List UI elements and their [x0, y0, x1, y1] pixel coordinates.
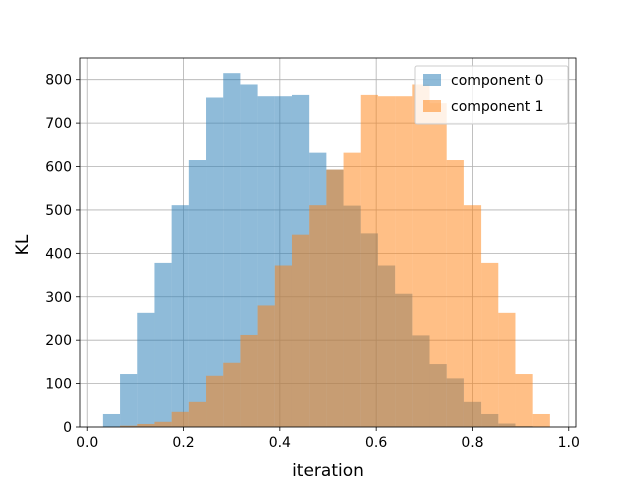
y-tick-label: 200: [45, 333, 72, 349]
plot-area: 0.0 0.2 0.4 0.6 0.8 1.0 0 100 200 300 400 500 600 700…: [45, 57, 580, 451]
legend-box: [414, 65, 569, 125]
histogram-bar: [188, 160, 207, 428]
histogram-bar: [137, 423, 155, 427]
axes-frame: [79, 57, 577, 428]
histogram-bar: [223, 362, 241, 427]
histogram-bar: [120, 374, 138, 427]
histogram-bar: [206, 375, 224, 427]
histogram-bar: [377, 96, 396, 427]
histogram-bar: [154, 262, 172, 427]
legend-swatch: [423, 100, 441, 112]
y-tick-label: 0: [63, 420, 72, 436]
y-tick-label: 300: [45, 290, 72, 306]
y-tick-label: 700: [45, 116, 72, 132]
histogram-bar: [274, 265, 292, 427]
histogram-bar: [309, 205, 327, 427]
histogram-bar: [188, 401, 207, 427]
histogram-bar: [137, 312, 155, 427]
legend: component 0 component 1: [414, 65, 569, 125]
histogram-bar: [171, 411, 189, 427]
histogram-bar: [120, 425, 138, 427]
x-tick-label: 0.6: [365, 435, 387, 451]
y-tick-label: 800: [45, 73, 72, 89]
x-tick-label: 0.8: [461, 435, 483, 451]
histogram-bar: [326, 169, 344, 427]
histogram-bar: [154, 421, 172, 427]
histogram-bar: [481, 262, 499, 427]
histogram-bar: [360, 94, 378, 428]
legend-swatch: [423, 74, 441, 86]
histogram-bar: [515, 374, 533, 427]
histogram-bar: [171, 205, 189, 427]
series-1: [120, 84, 550, 428]
legend-label: component 0: [451, 73, 544, 89]
x-tick-label: 1.0: [558, 435, 580, 451]
histogram-bar: [102, 413, 121, 427]
legend-label: component 1: [451, 99, 544, 115]
histogram-bar: [257, 305, 275, 427]
y-tick-label: 400: [45, 246, 72, 262]
histogram-bar: [240, 334, 258, 427]
histogram-bar: [223, 73, 241, 427]
y-tick-label: 500: [45, 203, 72, 219]
x-tick-label: 0.2: [172, 435, 194, 451]
histogram-bar: [429, 103, 447, 428]
histogram-bar: [463, 205, 482, 427]
histogram-bar: [343, 152, 361, 428]
histogram-bar: [446, 160, 464, 428]
histogram-bar: [412, 84, 430, 428]
y-axis-label: KL: [13, 234, 33, 255]
x-tick-label: 0.4: [269, 435, 291, 451]
x-axis-label: iteration: [292, 461, 364, 480]
x-tick-label: 0.0: [76, 435, 98, 451]
y-tick-label: 600: [45, 160, 72, 176]
y-tick-label: 100: [45, 377, 72, 393]
histogram-bar: [395, 96, 413, 427]
histogram-bar: [291, 234, 310, 427]
histogram-bar: [206, 97, 224, 428]
histogram-bar: [532, 413, 550, 427]
histogram-bar: [498, 312, 516, 427]
